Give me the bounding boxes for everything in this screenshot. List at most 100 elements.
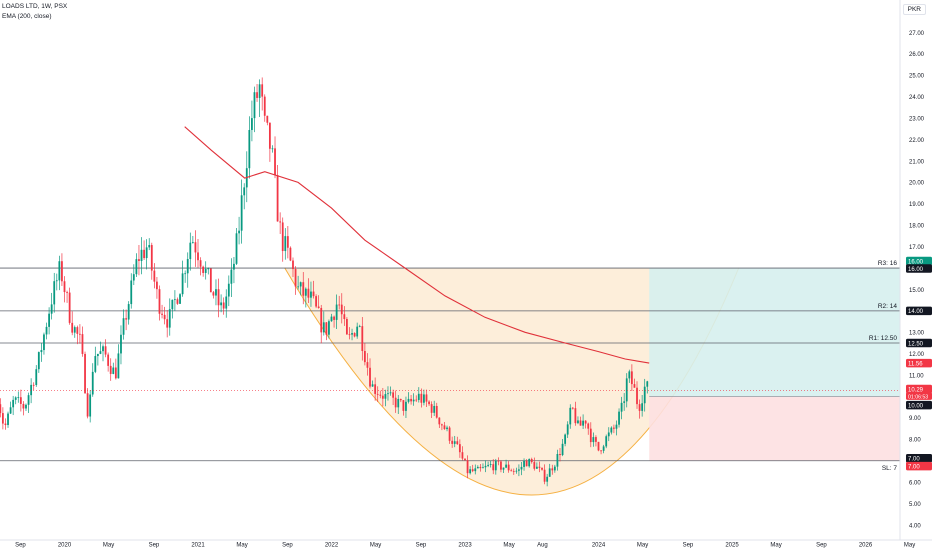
candle-body-83 — [209, 268, 212, 293]
candle-body-196 — [500, 461, 502, 470]
candle-body-160 — [407, 398, 410, 402]
candle-body-177 — [451, 440, 454, 444]
candle-body-144 — [366, 362, 369, 368]
candle-body-172 — [438, 417, 441, 425]
candle-body-113 — [286, 236, 289, 248]
candle-body-207 — [528, 459, 531, 467]
x-tick-label-13: 2024 — [592, 543, 606, 549]
price-badge-8 — [906, 453, 932, 463]
candle-body-221 — [564, 434, 567, 444]
candle-body-178 — [453, 441, 456, 444]
candle-body-222 — [566, 424, 569, 435]
candle-body-168 — [428, 401, 430, 405]
candle-body-212 — [541, 467, 543, 470]
candle-body-201 — [512, 471, 515, 472]
currency-label[interactable]: PKR — [902, 4, 926, 15]
price-badge-text-5: 10.29 — [908, 387, 924, 393]
candle-body-126 — [320, 307, 323, 333]
candle-body-125 — [317, 306, 320, 308]
candle-body-110 — [279, 221, 282, 223]
candle-body-6 — [12, 399, 15, 408]
candle-body-69 — [173, 299, 176, 301]
candle-body-105 — [266, 115, 269, 123]
candle-body-197 — [502, 467, 505, 470]
candle-body-174 — [443, 425, 446, 430]
candle-body-165 — [420, 393, 423, 403]
candle-body-26 — [63, 281, 66, 293]
level-label-2: R1: 12.50 — [869, 335, 898, 342]
candle-body-231 — [589, 428, 592, 443]
candle-body-166 — [423, 394, 425, 403]
y-tick-label-14: 18.00 — [909, 224, 925, 230]
candle-body-128 — [325, 322, 328, 335]
candle-body-211 — [538, 466, 541, 468]
candle-body-252 — [643, 386, 646, 404]
candle-body-18 — [43, 334, 45, 351]
candle-body-14 — [32, 384, 35, 386]
y-tick-label-17: 21.00 — [909, 159, 925, 165]
x-tick-label-3: Sep — [149, 543, 160, 549]
candle-body-132 — [335, 304, 338, 320]
candle-body-59 — [148, 245, 151, 248]
stop-zone — [649, 396, 900, 461]
candle-body-86 — [217, 289, 220, 306]
candle-body-15 — [35, 369, 38, 385]
x-tick-label-4: 2021 — [191, 543, 205, 549]
price-badge-1 — [906, 264, 932, 273]
candle-body-158 — [402, 400, 405, 411]
x-tick-label-9: Sep — [416, 543, 427, 549]
x-tick-label-2: May — [103, 543, 114, 549]
candle-body-238 — [607, 432, 610, 437]
price-badge-7 — [906, 400, 932, 410]
candle-body-155 — [394, 397, 397, 408]
candle-body-121 — [307, 288, 310, 298]
candle-body-100 — [253, 92, 256, 119]
candle-body-3 — [4, 423, 7, 426]
candle-body-193 — [492, 464, 495, 471]
candle-body-94 — [238, 230, 240, 234]
candle-body-145 — [369, 367, 371, 387]
candle-body-191 — [487, 464, 490, 466]
candle-body-120 — [304, 288, 307, 296]
candle-body-39 — [96, 353, 99, 357]
candle-body-74 — [186, 259, 189, 274]
candle-body-87 — [220, 302, 223, 306]
candle-body-41 — [102, 346, 104, 352]
x-tick-label-6: Sep — [282, 543, 293, 549]
candle-body-116 — [294, 269, 297, 287]
candle-body-181 — [461, 452, 464, 459]
candle-body-61 — [153, 270, 156, 282]
candle-body-71 — [179, 294, 181, 304]
indicator-legend-ema[interactable]: EMA (200, close) — [2, 13, 52, 20]
candle-body-72 — [181, 273, 184, 295]
candle-body-229 — [584, 420, 587, 424]
candle-body-122 — [310, 291, 312, 298]
candle-body-103 — [261, 84, 264, 97]
y-tick-label-7: 11.00 — [909, 373, 924, 379]
candle-body-253 — [646, 381, 649, 387]
candle-body-149 — [379, 394, 382, 396]
candle-body-142 — [361, 326, 364, 352]
candle-body-78 — [197, 252, 199, 261]
candle-body-54 — [135, 259, 138, 275]
candle-body-171 — [435, 405, 438, 418]
candle-body-8 — [17, 397, 20, 399]
level-label-0: R3: 16 — [878, 260, 898, 267]
candle-body-156 — [397, 398, 400, 408]
symbol-title[interactable]: LOADS LTD, 1W, PSX — [2, 3, 68, 10]
candle-body-17 — [40, 350, 43, 353]
candle-body-23 — [55, 280, 58, 282]
candle-body-232 — [592, 437, 595, 443]
candle-body-104 — [263, 96, 266, 116]
level-label-1: R2: 14 — [878, 303, 898, 310]
candle-body-48 — [120, 334, 122, 354]
candle-body-223 — [569, 407, 572, 425]
candle-body-140 — [356, 326, 359, 337]
candle-body-1 — [0, 404, 2, 414]
candle-body-57 — [143, 249, 145, 259]
ema-line — [184, 126, 650, 364]
candle-body-45 — [112, 367, 115, 374]
candle-body-215 — [548, 468, 551, 477]
